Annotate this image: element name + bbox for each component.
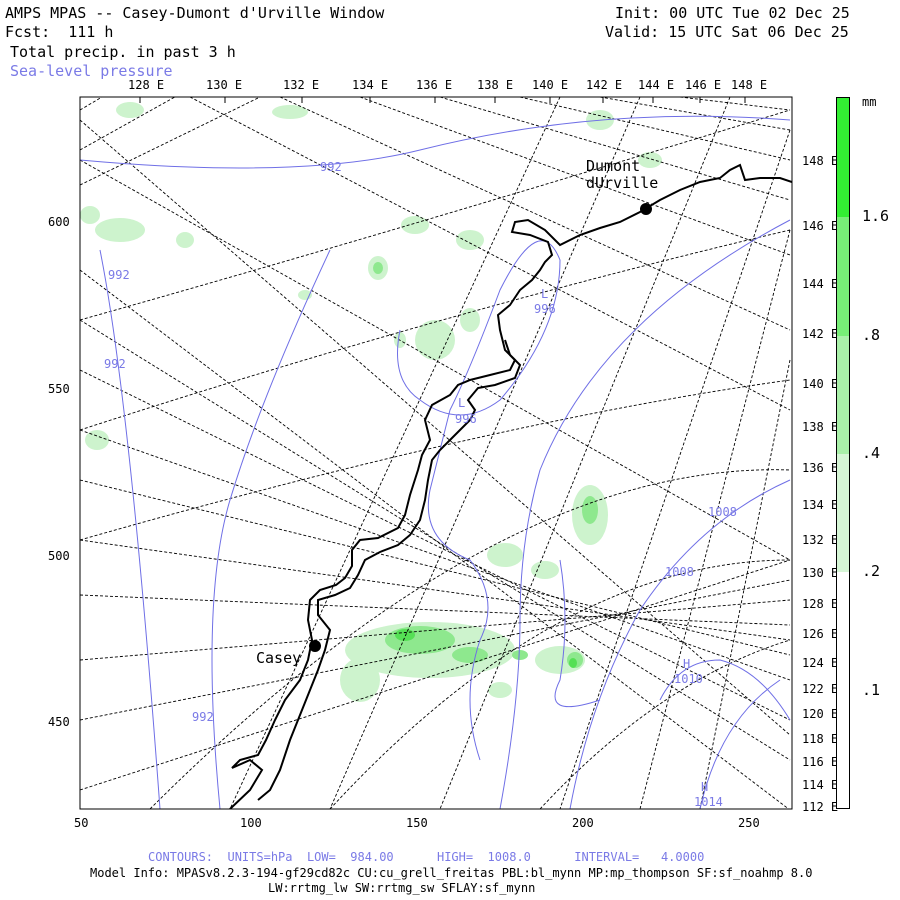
lon-label: 126 E (802, 627, 839, 641)
colorbar-label: .4 (862, 444, 881, 462)
casey-marker (309, 640, 321, 652)
high-marker: H (683, 657, 691, 671)
map-title: AMPS MPAS -- Casey-Dumont d'Urville Wind… (5, 4, 385, 22)
lon-label: 146 E (685, 78, 722, 92)
lon-label: 132 E (802, 533, 839, 547)
lon-label: 128 E (802, 597, 839, 611)
lon-label: 140 E (532, 78, 569, 92)
colorbar-segment (836, 336, 850, 454)
y-tick-label: 550 (48, 382, 70, 396)
overlay-name: Sea-level pressure (10, 62, 173, 80)
lon-label: 134 E (802, 498, 839, 512)
colorbar-segment (836, 572, 850, 809)
model-info-line2: LW:rrtmg_lw SW:rrtmg_sw SFLAY:sf_mynn (268, 881, 536, 895)
init-time: Init: 00 UTC Tue 02 Dec 25 (615, 4, 850, 22)
colorbar-unit: mm (862, 95, 877, 109)
place-label-dumont-durville: Dumont dUrville (586, 157, 659, 192)
lon-label: 116 E (802, 755, 839, 769)
lon-label: 134 E (352, 78, 389, 92)
contour-label: 1010 (674, 672, 703, 686)
lon-label: 144 E (802, 277, 839, 291)
colorbar-label: 1.6 (862, 207, 890, 225)
lon-label: 118 E (802, 732, 839, 746)
contour-label: 1008 (708, 505, 737, 519)
contour-label: 992 (108, 268, 130, 282)
lon-label: 114 E (802, 778, 839, 792)
precip-shading (80, 102, 662, 702)
lon-label: 112 E (802, 800, 839, 814)
x-tick-label: 150 (406, 816, 428, 830)
lon-label: 124 E (802, 656, 839, 670)
contour-label: 996 (534, 302, 556, 316)
colorbar-label: .2 (862, 562, 881, 580)
contour-label: 992 (192, 710, 214, 724)
lon-label: 130 E (206, 78, 243, 92)
lon-label: 148 E (802, 154, 839, 168)
lon-label: 136 E (416, 78, 453, 92)
x-tick-label: 50 (74, 816, 89, 830)
forecast-hour: Fcst: 111 h (5, 23, 114, 41)
lon-label: 146 E (802, 219, 839, 233)
y-tick-label: 500 (48, 549, 70, 563)
high-marker: H (701, 780, 709, 794)
x-tick-label: 100 (240, 816, 262, 830)
y-tick-label: 450 (48, 715, 70, 729)
lon-label: 122 E (802, 682, 839, 696)
x-tick-label: 200 (572, 816, 594, 830)
lon-label: 142 E (802, 327, 839, 341)
model-info-line1: Model Info: MPASv8.2.3-194-gf29cd82c CU:… (90, 866, 813, 880)
lon-label: 148 E (731, 78, 768, 92)
contour-label: 992 (320, 160, 342, 174)
field-name: Total precip. in past 3 h (10, 43, 236, 61)
x-tick-label: 250 (738, 816, 760, 830)
contour-label: 996 (455, 412, 477, 426)
coastline (229, 163, 792, 809)
colorbar-label: .1 (862, 681, 881, 699)
lon-label: 138 E (802, 420, 839, 434)
pressure-contours (80, 115, 791, 809)
map-frame (79, 96, 793, 810)
lon-label: 144 E (638, 78, 675, 92)
colorbar-frame (836, 97, 850, 809)
colorbar-label: .8 (862, 326, 881, 344)
y-tick-label: 600 (48, 215, 70, 229)
colorbar-segment (836, 454, 850, 572)
place-label-casey: Casey (256, 649, 302, 667)
contour-label: 992 (104, 357, 126, 371)
top-ticks (139, 97, 746, 103)
lon-label: 128 E (128, 78, 165, 92)
lon-label: 138 E (477, 78, 514, 92)
colorbar-segment (836, 97, 850, 217)
lon-label: 136 E (802, 461, 839, 475)
lon-label: 140 E (802, 377, 839, 391)
contour-label: 1014 (694, 795, 723, 809)
lon-label: 130 E (802, 566, 839, 580)
dumont-durville-marker (640, 203, 652, 215)
contour-label: 1008 (665, 565, 694, 579)
colorbar-segment (836, 217, 850, 336)
graticule (80, 97, 791, 809)
lon-label: 142 E (586, 78, 623, 92)
lon-label: 120 E (802, 707, 839, 721)
low-marker: L (541, 287, 549, 301)
lon-label: 132 E (283, 78, 320, 92)
contours-info: CONTOURS: UNITS=hPa LOW= 984.00 HIGH= 10… (148, 850, 705, 864)
valid-time: Valid: 15 UTC Sat 06 Dec 25 (605, 23, 849, 41)
low-marker: L (458, 396, 466, 410)
